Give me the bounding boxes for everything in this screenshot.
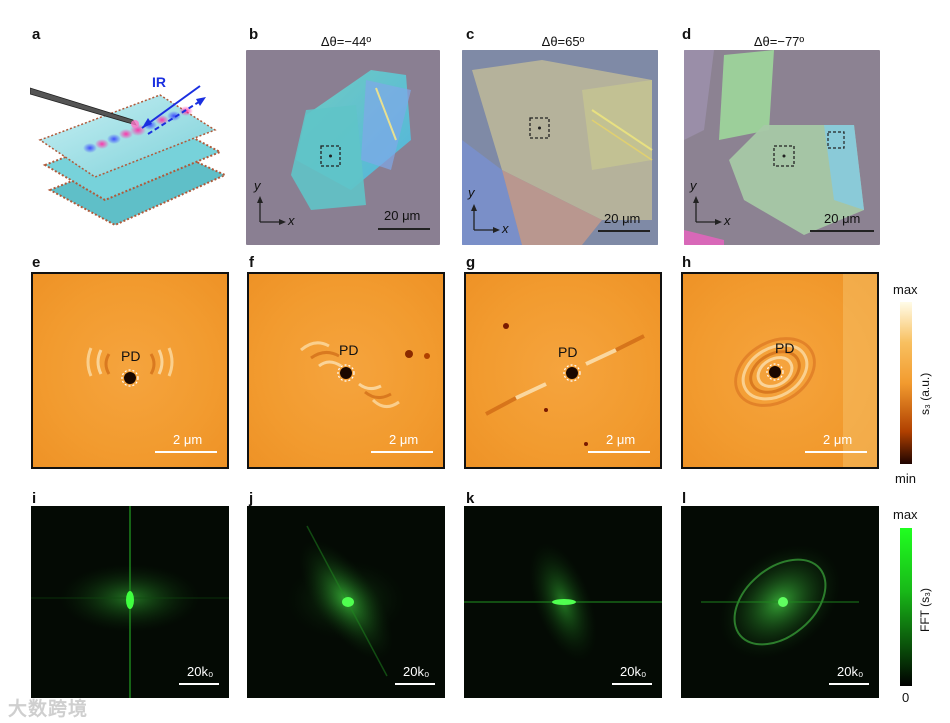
colorbar-fft-max: max	[893, 507, 918, 522]
optical-image-b: y x 20 μm	[246, 50, 440, 245]
panel-label-b: b	[249, 26, 259, 43]
scale-bar-c	[598, 230, 650, 232]
ir-label: IR	[152, 74, 166, 90]
pd-label-g: PD	[558, 344, 578, 360]
axis-y-label-d: y	[690, 178, 697, 193]
fft-image-j: 20k₀	[247, 506, 445, 698]
fft-image-k: 20k₀	[464, 506, 662, 698]
nearfield-image-e: PD 2 μm	[31, 272, 229, 469]
scale-text-j: 20k₀	[403, 664, 430, 679]
scale-text-c: 20 μm	[604, 211, 641, 226]
axis-y-label-c: y	[468, 185, 475, 200]
panel-title-b: Δθ=−44º	[320, 34, 372, 49]
nearfield-image-g: PD 2 μm	[464, 272, 662, 469]
scale-bar-j	[395, 683, 435, 685]
panel-label-l: l	[682, 490, 687, 507]
axis-x-label-b: x	[288, 213, 295, 228]
panel-label-h: h	[682, 254, 692, 271]
scale-text-l: 20k₀	[837, 664, 864, 679]
scale-text-f: 2 μm	[389, 432, 419, 447]
panel-label-i: i	[32, 490, 37, 507]
scale-text-b: 20 μm	[384, 208, 421, 223]
fft-image-i: 20k₀	[31, 506, 229, 698]
schematic-illustration: IR	[30, 50, 230, 245]
scale-text-k: 20k₀	[620, 664, 647, 679]
axis-x-label-d: x	[724, 213, 731, 228]
colorbar-nf-min: min	[895, 471, 916, 486]
scale-bar-f	[371, 451, 433, 453]
panel-title-d: Δθ=−77º	[753, 34, 805, 49]
optical-image-d: y x 20 μm	[684, 50, 880, 245]
panel-label-j: j	[249, 490, 254, 507]
colorbar-nf-label: s₃ (a.u.)	[918, 372, 932, 415]
scale-bar-i	[179, 683, 219, 685]
panel-label-d: d	[682, 26, 692, 43]
scale-text-i: 20k₀	[187, 664, 214, 679]
colorbar-fft-label: FFT (s₃)	[918, 588, 932, 632]
panel-title-c: Δθ=65º	[541, 34, 585, 49]
scale-text-d: 20 μm	[824, 211, 861, 226]
watermark: 大数跨境	[8, 699, 89, 720]
scale-bar-g	[588, 451, 650, 453]
scale-bar-e	[155, 451, 217, 453]
scale-bar-h	[805, 451, 867, 453]
scale-bar-b	[378, 228, 430, 230]
afm-tip	[30, 87, 137, 126]
axis-x-label-c: x	[502, 221, 509, 236]
colorbar-nf	[900, 302, 912, 464]
axis-y-label-b: y	[254, 178, 261, 193]
pd-label-e: PD	[121, 348, 141, 364]
pd-label-h: PD	[775, 340, 795, 356]
scale-bar-d	[810, 230, 874, 232]
colorbar-fft	[900, 528, 912, 686]
panel-label-a: a	[32, 26, 41, 43]
panel-label-e: e	[32, 254, 41, 271]
scale-text-g: 2 μm	[606, 432, 636, 447]
scale-text-e: 2 μm	[173, 432, 203, 447]
panel-label-c: c	[466, 26, 475, 43]
panel-label-f: f	[249, 254, 254, 271]
colorbar-fft-min: 0	[902, 690, 910, 705]
scale-bar-k	[612, 683, 652, 685]
nearfield-image-h: PD 2 μm	[681, 272, 879, 469]
scale-text-h: 2 μm	[823, 432, 853, 447]
pd-label-f: PD	[339, 342, 359, 358]
optical-image-c: y x 20 μm	[462, 50, 658, 245]
panel-label-k: k	[466, 490, 475, 507]
colorbar-nf-max: max	[893, 282, 918, 297]
panel-label-g: g	[466, 254, 476, 271]
nearfield-image-f: PD 2 μm	[247, 272, 445, 469]
scale-bar-l	[829, 683, 869, 685]
fft-image-l: 20k₀	[681, 506, 879, 698]
